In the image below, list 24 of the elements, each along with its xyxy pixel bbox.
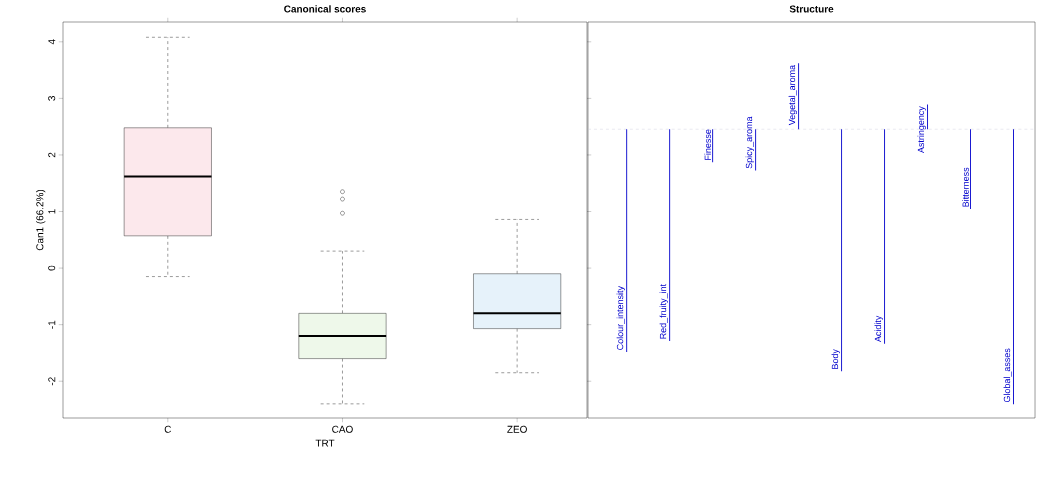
x-tick-label: Colour_intensity [616, 286, 625, 350]
x-tick-label: Acidity [874, 315, 883, 343]
x-tick-label: CAO [332, 425, 353, 433]
x-tick-label: Global_asses [1003, 348, 1012, 403]
x-tick-label: Astringency [917, 106, 926, 154]
y-tick-label: 1 [48, 209, 56, 214]
y-tick-label: -1 [48, 320, 56, 329]
y-tick-label: 0 [48, 265, 56, 271]
x-axis-title: TRT [315, 439, 335, 447]
x-tick-label: Body [831, 349, 840, 369]
x-tick-label: Spicy_aroma [745, 116, 754, 169]
y-tick-label: 4 [48, 39, 56, 45]
x-tick-label: Vegetal_aroma [788, 64, 797, 126]
chart-title: Structure [789, 5, 834, 13]
y-tick-label: 2 [48, 152, 56, 158]
y-axis-title: Can1 (66.2%) [36, 189, 46, 251]
x-tick-label: C [164, 425, 172, 433]
x-tick-label: Finesse [704, 129, 711, 160]
chart-title: Canonical scores [284, 5, 366, 13]
x-tick-label: ZEO [507, 425, 527, 433]
y-tick-label: 3 [48, 96, 56, 101]
x-tick-label: Bitterness [962, 167, 969, 207]
y-tick-label: -2 [48, 377, 56, 386]
x-tick-label: Red_fruity_int [659, 284, 668, 339]
